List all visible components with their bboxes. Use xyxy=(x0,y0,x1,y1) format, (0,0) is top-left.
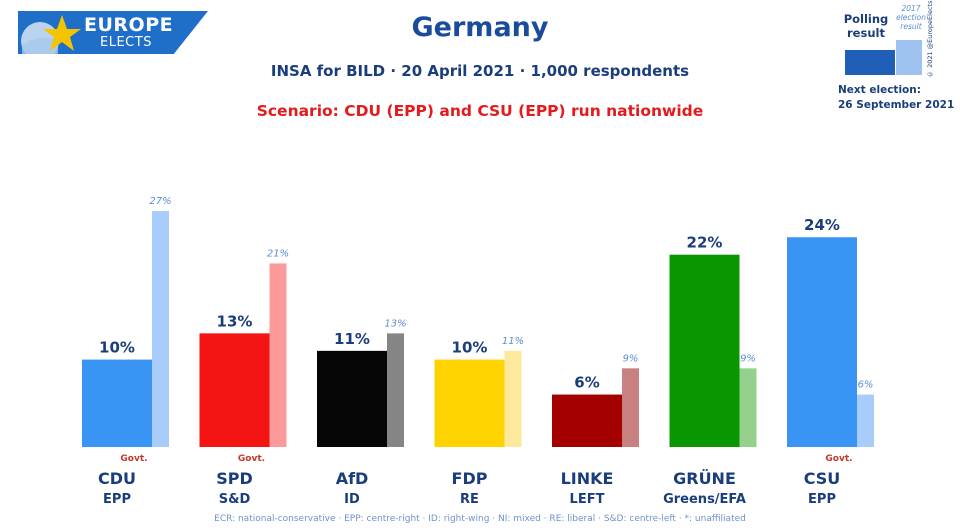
govt-marker-spd: Govt. xyxy=(238,454,265,464)
party-label-afd: AfD xyxy=(336,469,369,488)
bar-previous-fdp xyxy=(504,350,522,447)
logo-line2: ELECTS xyxy=(100,35,152,50)
group-label-gr-ne: Greens/EFA xyxy=(663,492,746,507)
data-label-previous-csu: 6% xyxy=(858,380,874,391)
legend-polling-swatch xyxy=(845,50,895,75)
data-label-previous-fdp: 11% xyxy=(502,336,524,347)
group-label-cdu: EPP xyxy=(103,492,131,507)
europe-elects-logo: EUROPE ELECTS xyxy=(18,11,208,54)
bar-current-fdp xyxy=(434,359,505,447)
data-label-current-cdu: 10% xyxy=(99,339,135,357)
govt-marker-cdu: Govt. xyxy=(120,454,147,464)
bar-current-cdu xyxy=(82,359,152,447)
group-label-linke: LEFT xyxy=(570,492,605,507)
party-label-linke: LINKE xyxy=(561,469,614,488)
next-election-date: 26 September 2021 xyxy=(838,99,955,111)
data-label-current-afd: 11% xyxy=(334,330,370,348)
logo-star-icon xyxy=(21,15,81,54)
group-label-afd: ID xyxy=(344,492,360,507)
chart-subtitle: INSA for BILD · 20 April 2021 · 1,000 re… xyxy=(270,62,690,80)
chart-title: Germany xyxy=(411,12,549,43)
bar-current-linke xyxy=(552,394,622,447)
party-label-csu: CSU xyxy=(804,469,841,488)
next-election-label: Next election: xyxy=(838,84,921,96)
party-label-gr-ne: GRÜNE xyxy=(673,469,736,488)
party-label-cdu: CDU xyxy=(98,469,136,488)
data-label-previous-afd: 13% xyxy=(384,318,406,329)
party-label-fdp: FDP xyxy=(452,469,488,488)
scenario-note: Scenario: CDU (EPP) and CSU (EPP) run na… xyxy=(256,102,704,120)
bar-current-afd xyxy=(317,350,387,447)
party-label-spd: SPD xyxy=(216,469,253,488)
group-label-spd: S&D xyxy=(219,492,251,507)
bar-current-csu xyxy=(787,237,857,447)
data-label-previous-linke: 9% xyxy=(623,353,639,364)
bar-previous-spd xyxy=(269,263,287,447)
bar-previous-afd xyxy=(387,333,404,447)
data-label-current-spd: 13% xyxy=(217,312,253,330)
data-label-previous-cdu: 27% xyxy=(149,196,171,207)
legend-previous-swatch xyxy=(896,40,922,75)
govt-marker-csu: Govt. xyxy=(825,454,852,464)
data-label-current-fdp: 10% xyxy=(452,339,488,357)
group-label-fdp: RE xyxy=(460,492,479,507)
bar-current-spd xyxy=(199,333,270,447)
data-label-current-gr-ne: 22% xyxy=(687,234,723,252)
data-label-previous-gr-ne: 9% xyxy=(740,353,756,364)
bar-previous-linke xyxy=(622,368,639,447)
bar-previous-cdu xyxy=(152,211,169,447)
data-label-previous-spd: 21% xyxy=(267,248,289,259)
footer-legend: ECR: national-conservative · EPP: centre… xyxy=(214,514,746,524)
bar-previous-gr-ne xyxy=(739,368,757,447)
legend-polling-label: Polling result xyxy=(843,12,889,40)
bar-previous-csu xyxy=(857,394,874,447)
logo-line1: EUROPE xyxy=(84,14,174,36)
data-label-current-linke: 6% xyxy=(574,374,599,392)
group-label-csu: EPP xyxy=(808,492,836,507)
legend-previous-label: 2017 election result xyxy=(896,4,926,31)
data-label-current-csu: 24% xyxy=(804,216,840,234)
bar-current-gr-ne xyxy=(669,254,740,447)
